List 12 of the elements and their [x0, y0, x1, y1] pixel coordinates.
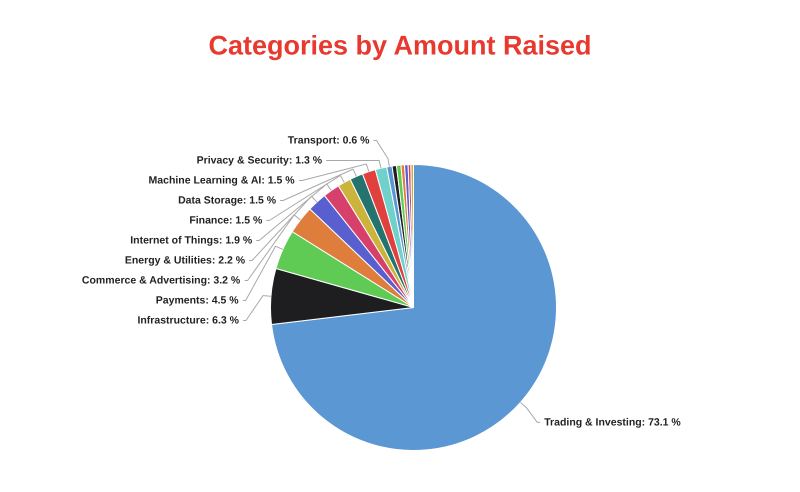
slice-label: Commerce & Advertising: 3.2 %	[82, 274, 241, 286]
slice-label: Machine Learning & AI: 1.5 %	[148, 174, 296, 186]
slice-label: Transport: 0.6 %	[288, 134, 370, 146]
slice-label: Data Storage: 1.5 %	[178, 194, 277, 206]
slice-label: Finance: 1.5 %	[189, 214, 263, 226]
slice-label: Trading & Investing: 73.1 %	[544, 416, 682, 428]
chart-title: Categories by Amount Raised	[208, 30, 592, 60]
slice-label: Infrastructure: 6.3 %	[137, 314, 240, 326]
slice-label: Payments: 4.5 %	[156, 294, 240, 306]
slice-label: Internet of Things: 1.9 %	[130, 234, 253, 246]
slice-label: Privacy & Security: 1.3 %	[196, 154, 323, 166]
slice-label: Energy & Utilities: 2.2 %	[124, 254, 246, 266]
